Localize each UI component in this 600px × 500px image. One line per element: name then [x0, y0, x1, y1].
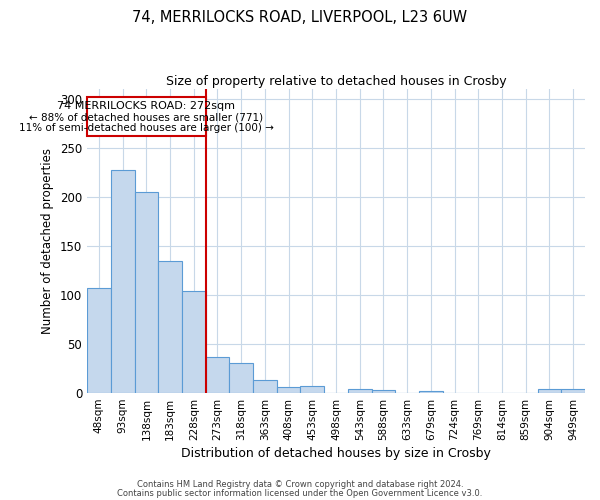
Bar: [87, 97, 206, 136]
Bar: [206, 357, 229, 393]
Bar: [371, 390, 395, 393]
Bar: [253, 380, 277, 393]
Text: Contains public sector information licensed under the Open Government Licence v3: Contains public sector information licen…: [118, 489, 482, 498]
X-axis label: Distribution of detached houses by size in Crosby: Distribution of detached houses by size …: [181, 447, 491, 460]
Bar: [87, 288, 111, 393]
Bar: [158, 260, 182, 393]
Bar: [134, 192, 158, 393]
Text: 74, MERRILOCKS ROAD, LIVERPOOL, L23 6UW: 74, MERRILOCKS ROAD, LIVERPOOL, L23 6UW: [133, 10, 467, 25]
Bar: [301, 386, 324, 393]
Bar: [111, 170, 134, 393]
Text: 11% of semi-detached houses are larger (100) →: 11% of semi-detached houses are larger (…: [19, 124, 274, 134]
Text: ← 88% of detached houses are smaller (771): ← 88% of detached houses are smaller (77…: [29, 112, 263, 122]
Bar: [419, 391, 443, 393]
Bar: [561, 389, 585, 393]
Bar: [277, 387, 301, 393]
Bar: [348, 389, 371, 393]
Y-axis label: Number of detached properties: Number of detached properties: [41, 148, 55, 334]
Bar: [229, 362, 253, 393]
Title: Size of property relative to detached houses in Crosby: Size of property relative to detached ho…: [166, 75, 506, 88]
Text: Contains HM Land Registry data © Crown copyright and database right 2024.: Contains HM Land Registry data © Crown c…: [137, 480, 463, 489]
Bar: [182, 291, 206, 393]
Text: 74 MERRILOCKS ROAD: 272sqm: 74 MERRILOCKS ROAD: 272sqm: [58, 101, 235, 111]
Bar: [538, 389, 561, 393]
